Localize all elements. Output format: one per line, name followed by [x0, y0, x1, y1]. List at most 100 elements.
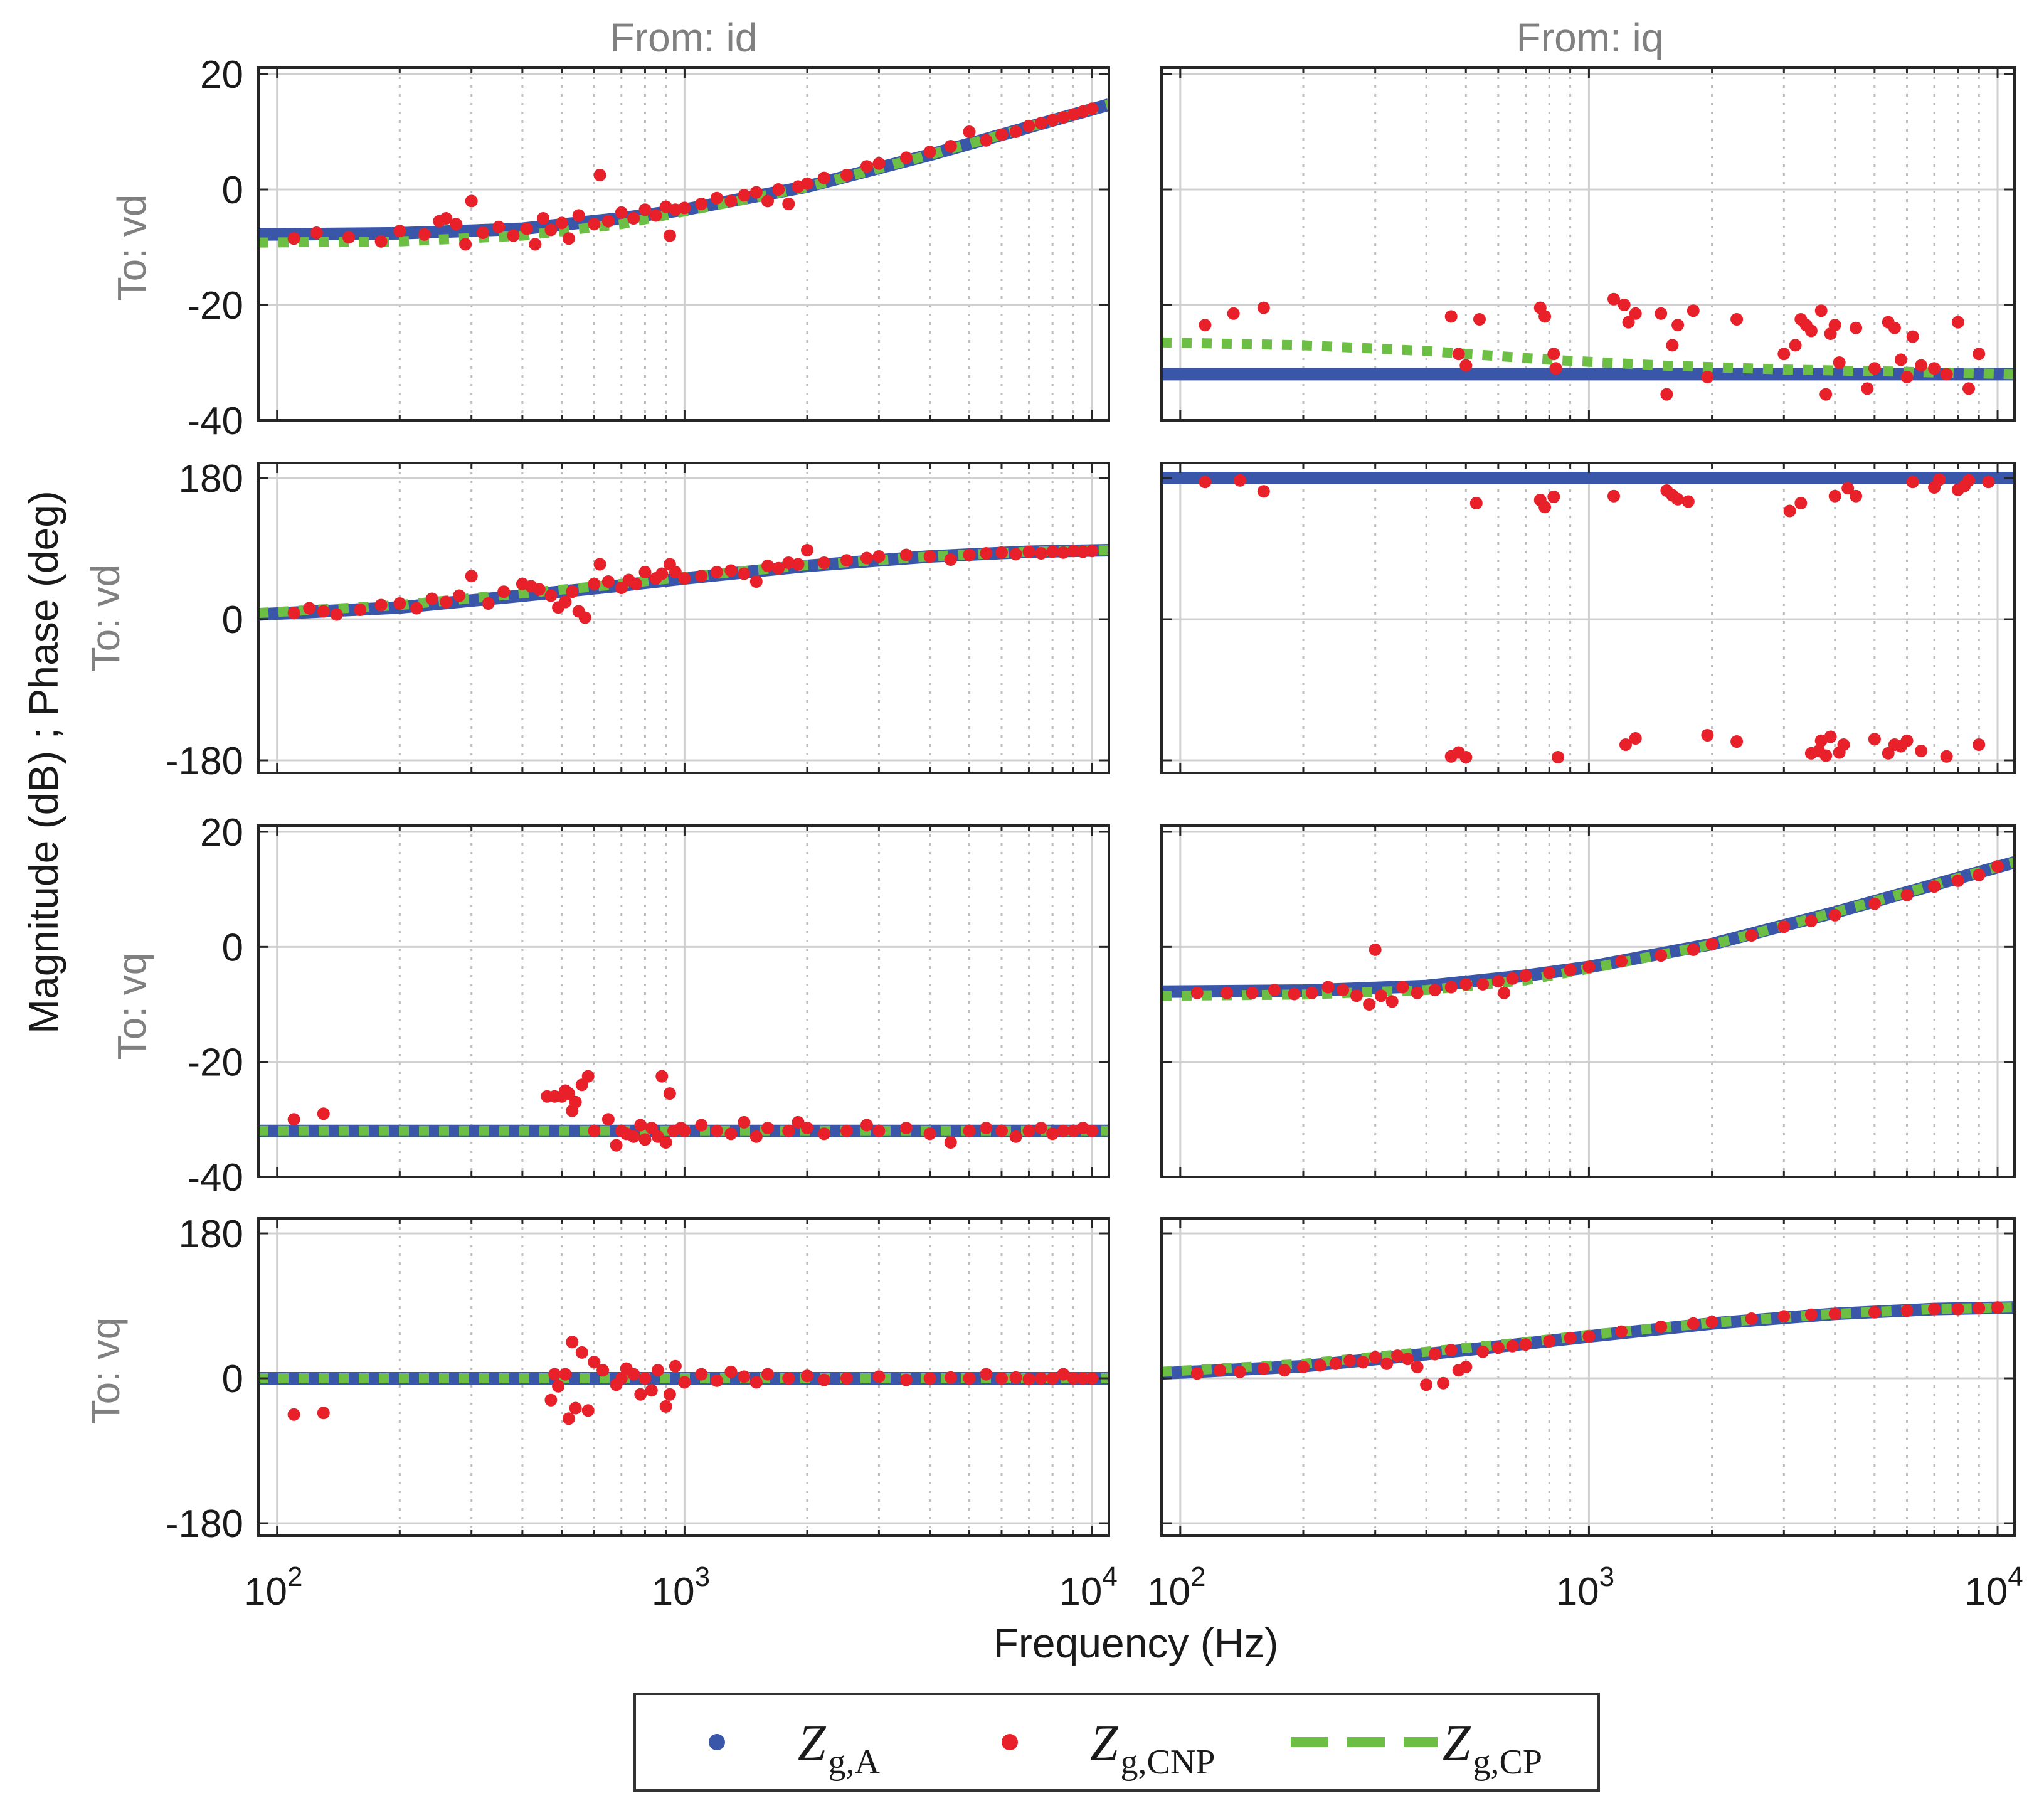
cnp-point [663, 1087, 676, 1100]
cnp-point [782, 1124, 795, 1137]
cnp-point [923, 1372, 936, 1385]
cnp-point [1297, 1361, 1310, 1373]
cnp-point [944, 1136, 957, 1149]
series-r1c1 [258, 98, 1109, 251]
legend-marker-cnp [1002, 1734, 1018, 1750]
cnp-point [1257, 301, 1270, 314]
cnp-point [1214, 1364, 1226, 1377]
cnp-point [738, 189, 751, 202]
cnp-point [840, 554, 853, 567]
cnp-point [1666, 339, 1679, 352]
cnp-point [317, 1107, 330, 1120]
cnp-point [634, 1119, 647, 1132]
cnp-point [393, 225, 406, 238]
y-tick-label: -40 [187, 1156, 243, 1199]
cnp-point [1190, 1367, 1204, 1380]
cnp-point [1009, 1130, 1022, 1143]
cnp-point [1369, 1351, 1382, 1364]
panel-r3c1: 20 0 -20 -40 [187, 811, 1110, 1199]
legend-symbol-analytic: Z [798, 1716, 827, 1771]
cnp-point [1951, 316, 1964, 329]
cnp-point [678, 201, 691, 215]
cnp-point [1564, 1331, 1577, 1344]
cnp-point [552, 1380, 565, 1393]
cnp-point [1928, 362, 1941, 375]
cnp-point [1777, 348, 1791, 361]
panel-r1c1: 20 0 -20 -40 [187, 53, 1110, 443]
y-tick-label: -180 [166, 1502, 243, 1546]
cnp-point [1833, 356, 1846, 369]
cnp-point [1888, 321, 1901, 334]
row-label-2: To: vd [83, 565, 128, 672]
cnp-point [1034, 1372, 1047, 1385]
cnp-point [1506, 1339, 1519, 1353]
legend-symbol-cnp: Z [1090, 1716, 1119, 1771]
cnp-point [1973, 868, 1986, 881]
cp-line [1162, 337, 2015, 380]
x-tick-label: 104 [1964, 1561, 2023, 1614]
cnp-point [1660, 388, 1673, 401]
cnp-point [575, 1346, 588, 1359]
cnp-point [738, 1370, 751, 1383]
x-tick-label: 104 [1059, 1561, 1117, 1614]
cnp-point [655, 1070, 669, 1083]
cnp-point [872, 157, 886, 170]
cnp-point [1086, 1372, 1099, 1385]
cnp-point [1420, 1378, 1433, 1391]
cnp-point [749, 186, 763, 199]
cnp-point [749, 575, 763, 588]
cnp-point [663, 229, 676, 242]
cnp-point [1190, 986, 1204, 999]
cnp-point [520, 222, 533, 235]
cnp-point [1940, 368, 1953, 381]
cnp-point [1076, 1372, 1089, 1385]
cnp-point [872, 1124, 886, 1137]
cnp-point [899, 1122, 913, 1135]
cnp-point [1444, 1344, 1458, 1357]
cnp-point [588, 1356, 601, 1369]
cnp-point [1009, 548, 1022, 561]
cnp-point [440, 595, 453, 609]
cnp-point [782, 556, 795, 569]
row-label-3: To: vq [109, 953, 154, 1060]
cnp-point [453, 589, 466, 602]
cnp-point [651, 1364, 664, 1377]
cnp-point [601, 1113, 615, 1126]
cnp-point [1730, 313, 1744, 326]
cnp-point [1369, 943, 1382, 956]
cnp-point [860, 1119, 873, 1132]
cnp-point [1343, 1354, 1357, 1367]
cnp-point [710, 191, 723, 205]
cnp-point [569, 1095, 582, 1109]
series-r2c2 [1162, 472, 2015, 763]
cnp-point [410, 602, 423, 615]
cnp-point [1828, 319, 1841, 332]
cnp-point [1777, 920, 1791, 933]
cnp-point [1730, 735, 1744, 748]
cnp-point [1819, 388, 1833, 401]
cnp-point [1615, 1325, 1628, 1338]
cnp-point [1506, 972, 1519, 985]
cnp-point [450, 218, 463, 231]
cnp-point [1321, 981, 1335, 994]
cnp-point [1868, 733, 1881, 746]
cnp-point [627, 1368, 640, 1381]
cnp-point [1543, 966, 1556, 979]
cnp-point [1391, 1349, 1404, 1363]
cnp-point [555, 216, 568, 230]
cnp-point [1086, 102, 1099, 115]
cnp-point [1401, 1353, 1414, 1366]
cnp-point [1962, 382, 1975, 395]
cnp-point [724, 1127, 738, 1141]
cnp-point [1086, 1124, 1099, 1137]
cnp-point [944, 553, 957, 566]
cnp-point [544, 1393, 558, 1407]
cnp-point [1034, 117, 1047, 130]
panel-r2c2 [1160, 462, 2016, 774]
legend-label-analytic: Zg,A [798, 1716, 881, 1782]
cnp-point [761, 560, 774, 572]
y-tick-label: 0 [222, 1358, 243, 1401]
cnp-point [980, 1368, 993, 1381]
cnp-point [630, 577, 642, 590]
